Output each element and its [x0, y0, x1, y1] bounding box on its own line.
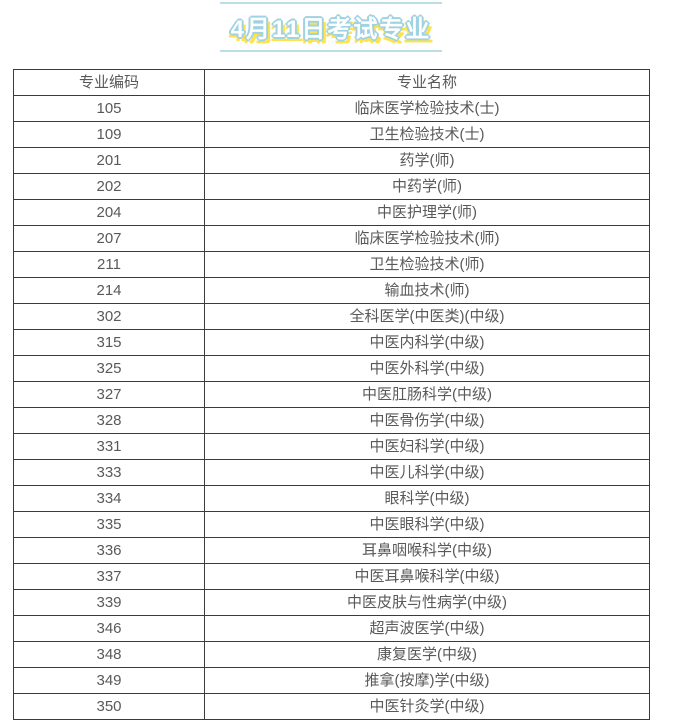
specialty-code-cell: 207	[13, 225, 205, 252]
specialty-name-cell: 超声波医学(中级)	[204, 615, 650, 642]
table-row: 337 中医耳鼻喉科学(中级)	[13, 563, 650, 590]
specialty-code-cell: 328	[13, 407, 205, 434]
title-block: 4月11日考试专业	[13, 2, 649, 52]
table-row: 333 中医儿科学(中级)	[13, 459, 650, 486]
specialty-name-cell: 中医肛肠科学(中级)	[204, 381, 650, 408]
specialty-code-cell: 350	[13, 693, 205, 720]
specialty-name-cell: 卫生检验技术(士)	[204, 121, 650, 148]
specialty-name-cell: 中医眼科学(中级)	[204, 511, 650, 538]
table-row: 325 中医外科学(中级)	[13, 355, 650, 382]
specialty-code-cell: 315	[13, 329, 205, 356]
table-row: 315 中医内科学(中级)	[13, 329, 650, 356]
specialty-code-cell: 337	[13, 563, 205, 590]
specialty-name-cell: 中医护理学(师)	[204, 199, 650, 226]
table-row: 348 康复医学(中级)	[13, 641, 650, 668]
specialty-code-cell: 105	[13, 95, 205, 122]
table-row: 335 中医眼科学(中级)	[13, 511, 650, 538]
specialty-code-cell: 211	[13, 251, 205, 278]
specialty-code-cell: 336	[13, 537, 205, 564]
specialty-name-cell: 中医针灸学(中级)	[204, 693, 650, 720]
specialty-code-cell: 204	[13, 199, 205, 226]
specialty-name-cell: 卫生检验技术(师)	[204, 251, 650, 278]
table-row: 204 中医护理学(师)	[13, 199, 650, 226]
table-row: 349 推拿(按摩)学(中级)	[13, 667, 650, 694]
specialty-code-cell: 349	[13, 667, 205, 694]
specialty-name-cell: 中医儿科学(中级)	[204, 459, 650, 486]
specialty-code-cell: 325	[13, 355, 205, 382]
specialty-name-cell: 临床医学检验技术(师)	[204, 225, 650, 252]
specialty-name-cell: 中医骨伤学(中级)	[204, 407, 650, 434]
specialty-code-cell: 334	[13, 485, 205, 512]
specialty-name-cell: 中医内科学(中级)	[204, 329, 650, 356]
table-body: 105 临床医学检验技术(士) 109 卫生检验技术(士) 201 药学(师) 202 中药学…	[13, 95, 650, 720]
exam-specialty-table: 专业编码 专业名称 105 临床医学检验技术(士) 109 卫生检验技术(士) 201 药…	[13, 69, 650, 720]
specialty-code-cell: 348	[13, 641, 205, 668]
specialty-name-cell: 药学(师)	[204, 147, 650, 174]
specialty-name-cell: 耳鼻咽喉科学(中级)	[204, 537, 650, 564]
specialty-code-cell: 333	[13, 459, 205, 486]
specialty-code-cell: 327	[13, 381, 205, 408]
table-row: 346 超声波医学(中级)	[13, 615, 650, 642]
table-row: 331 中医妇科学(中级)	[13, 433, 650, 460]
table-row: 327 中医肛肠科学(中级)	[13, 381, 650, 408]
table-row: 328 中医骨伤学(中级)	[13, 407, 650, 434]
specialty-name-cell: 中医皮肤与性病学(中级)	[204, 589, 650, 616]
specialty-code-cell: 201	[13, 147, 205, 174]
specialty-code-cell: 335	[13, 511, 205, 538]
table-row: 214 输血技术(师)	[13, 277, 650, 304]
table-row: 350 中医针灸学(中级)	[13, 693, 650, 720]
specialty-name-cell: 中医外科学(中级)	[204, 355, 650, 382]
specialty-name-cell: 临床医学检验技术(士)	[204, 95, 650, 122]
specialty-code-cell: 302	[13, 303, 205, 330]
table-row: 105 临床医学检验技术(士)	[13, 95, 650, 122]
column-header-name: 专业名称	[204, 69, 650, 96]
specialty-name-cell: 中医耳鼻喉科学(中级)	[204, 563, 650, 590]
specialty-name-cell: 康复医学(中级)	[204, 641, 650, 668]
table-row: 302 全科医学(中医类)(中级)	[13, 303, 650, 330]
page-title: 4月11日考试专业	[219, 2, 443, 52]
specialty-code-cell: 214	[13, 277, 205, 304]
table-row: 336 耳鼻咽喉科学(中级)	[13, 537, 650, 564]
specialty-name-cell: 眼科学(中级)	[204, 485, 650, 512]
table-row: 202 中药学(师)	[13, 173, 650, 200]
specialty-code-cell: 202	[13, 173, 205, 200]
table-row: 339 中医皮肤与性病学(中级)	[13, 589, 650, 616]
table-row: 211 卫生检验技术(师)	[13, 251, 650, 278]
column-header-code: 专业编码	[13, 69, 205, 96]
table-row: 207 临床医学检验技术(师)	[13, 225, 650, 252]
specialty-code-cell: 339	[13, 589, 205, 616]
specialty-code-cell: 346	[13, 615, 205, 642]
specialty-name-cell: 中医妇科学(中级)	[204, 433, 650, 460]
table-row: 334 眼科学(中级)	[13, 485, 650, 512]
table-row: 109 卫生检验技术(士)	[13, 121, 650, 148]
table-row: 201 药学(师)	[13, 147, 650, 174]
specialty-name-cell: 输血技术(师)	[204, 277, 650, 304]
table-header-row: 专业编码 专业名称	[13, 69, 650, 96]
specialty-code-cell: 109	[13, 121, 205, 148]
specialty-code-cell: 331	[13, 433, 205, 460]
specialty-name-cell: 全科医学(中医类)(中级)	[204, 303, 650, 330]
specialty-name-cell: 中药学(师)	[204, 173, 650, 200]
specialty-name-cell: 推拿(按摩)学(中级)	[204, 667, 650, 694]
